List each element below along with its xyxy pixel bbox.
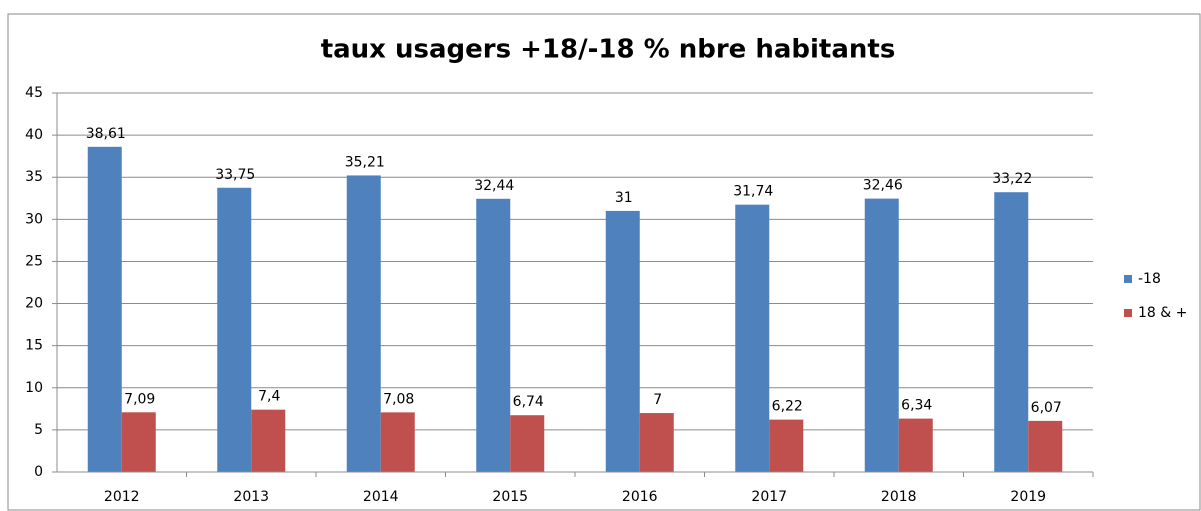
data-label: 31 — [615, 190, 633, 206]
data-label: 38,61 — [86, 126, 126, 142]
legend-swatch — [1124, 309, 1132, 317]
legend-label: -18 — [1138, 271, 1161, 287]
legend-label: 18 & + — [1138, 305, 1187, 321]
x-tick-label: 2014 — [363, 489, 399, 505]
data-label: 32,46 — [863, 178, 903, 194]
data-label: 31,74 — [733, 184, 773, 200]
bar — [217, 187, 252, 472]
bar — [864, 198, 899, 472]
y-tick-label: 30 — [25, 211, 43, 227]
y-tick-label: 25 — [25, 253, 43, 269]
legend-swatch — [1124, 275, 1132, 283]
y-tick-label: 40 — [25, 127, 43, 143]
data-label: 6,07 — [1031, 400, 1062, 416]
bar — [476, 198, 511, 472]
bar — [251, 409, 286, 472]
x-tick-label: 2015 — [492, 489, 528, 505]
bar — [1028, 420, 1063, 472]
data-label: 35,21 — [345, 154, 385, 170]
bar — [769, 419, 804, 472]
data-label: 6,22 — [772, 399, 803, 415]
bar — [605, 210, 640, 472]
x-tick-label: 2019 — [1010, 489, 1046, 505]
bar — [380, 412, 415, 472]
y-tick-label: 35 — [25, 169, 43, 185]
y-tick-label: 20 — [25, 296, 43, 312]
bar — [735, 204, 770, 473]
x-tick-label: 2012 — [104, 489, 140, 505]
y-tick-label: 0 — [34, 464, 43, 480]
bar — [639, 413, 674, 472]
data-label: 32,44 — [474, 178, 514, 194]
bar — [898, 418, 933, 472]
data-label: 7,4 — [258, 389, 280, 405]
data-label: 7 — [653, 392, 662, 408]
data-label: 6,74 — [513, 394, 544, 410]
bar — [87, 146, 122, 472]
y-tick-label: 15 — [25, 338, 43, 354]
x-tick-label: 2017 — [751, 489, 787, 505]
y-tick-label: 5 — [34, 422, 43, 438]
data-label: 7,08 — [383, 391, 414, 407]
bar — [121, 412, 156, 472]
bar — [510, 415, 545, 472]
data-label: 33,22 — [992, 171, 1032, 187]
chart-title: taux usagers +18/-18 % nbre habitants — [321, 35, 896, 65]
x-tick-label: 2018 — [881, 489, 917, 505]
x-tick-label: 2016 — [622, 489, 658, 505]
y-tick-label: 45 — [25, 85, 43, 101]
y-tick-label: 10 — [25, 380, 43, 396]
bar — [994, 192, 1029, 472]
bar — [346, 175, 381, 472]
data-label: 33,75 — [215, 167, 255, 183]
data-label: 7,09 — [124, 391, 155, 407]
data-label: 6,34 — [901, 398, 932, 414]
x-tick-label: 2013 — [233, 489, 269, 505]
